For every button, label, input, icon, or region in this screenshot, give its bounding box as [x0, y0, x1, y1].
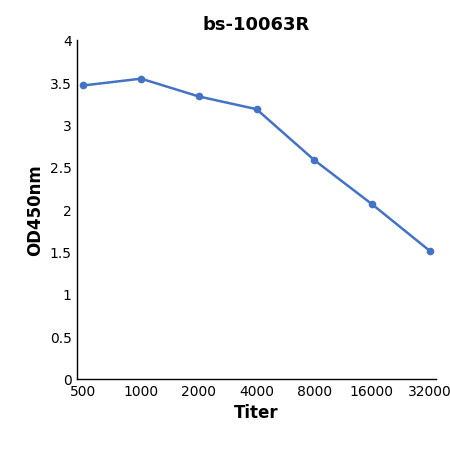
Title: bs-10063R: bs-10063R	[203, 15, 310, 33]
X-axis label: Titer: Titer	[234, 403, 279, 421]
Y-axis label: OD450nm: OD450nm	[26, 164, 44, 255]
